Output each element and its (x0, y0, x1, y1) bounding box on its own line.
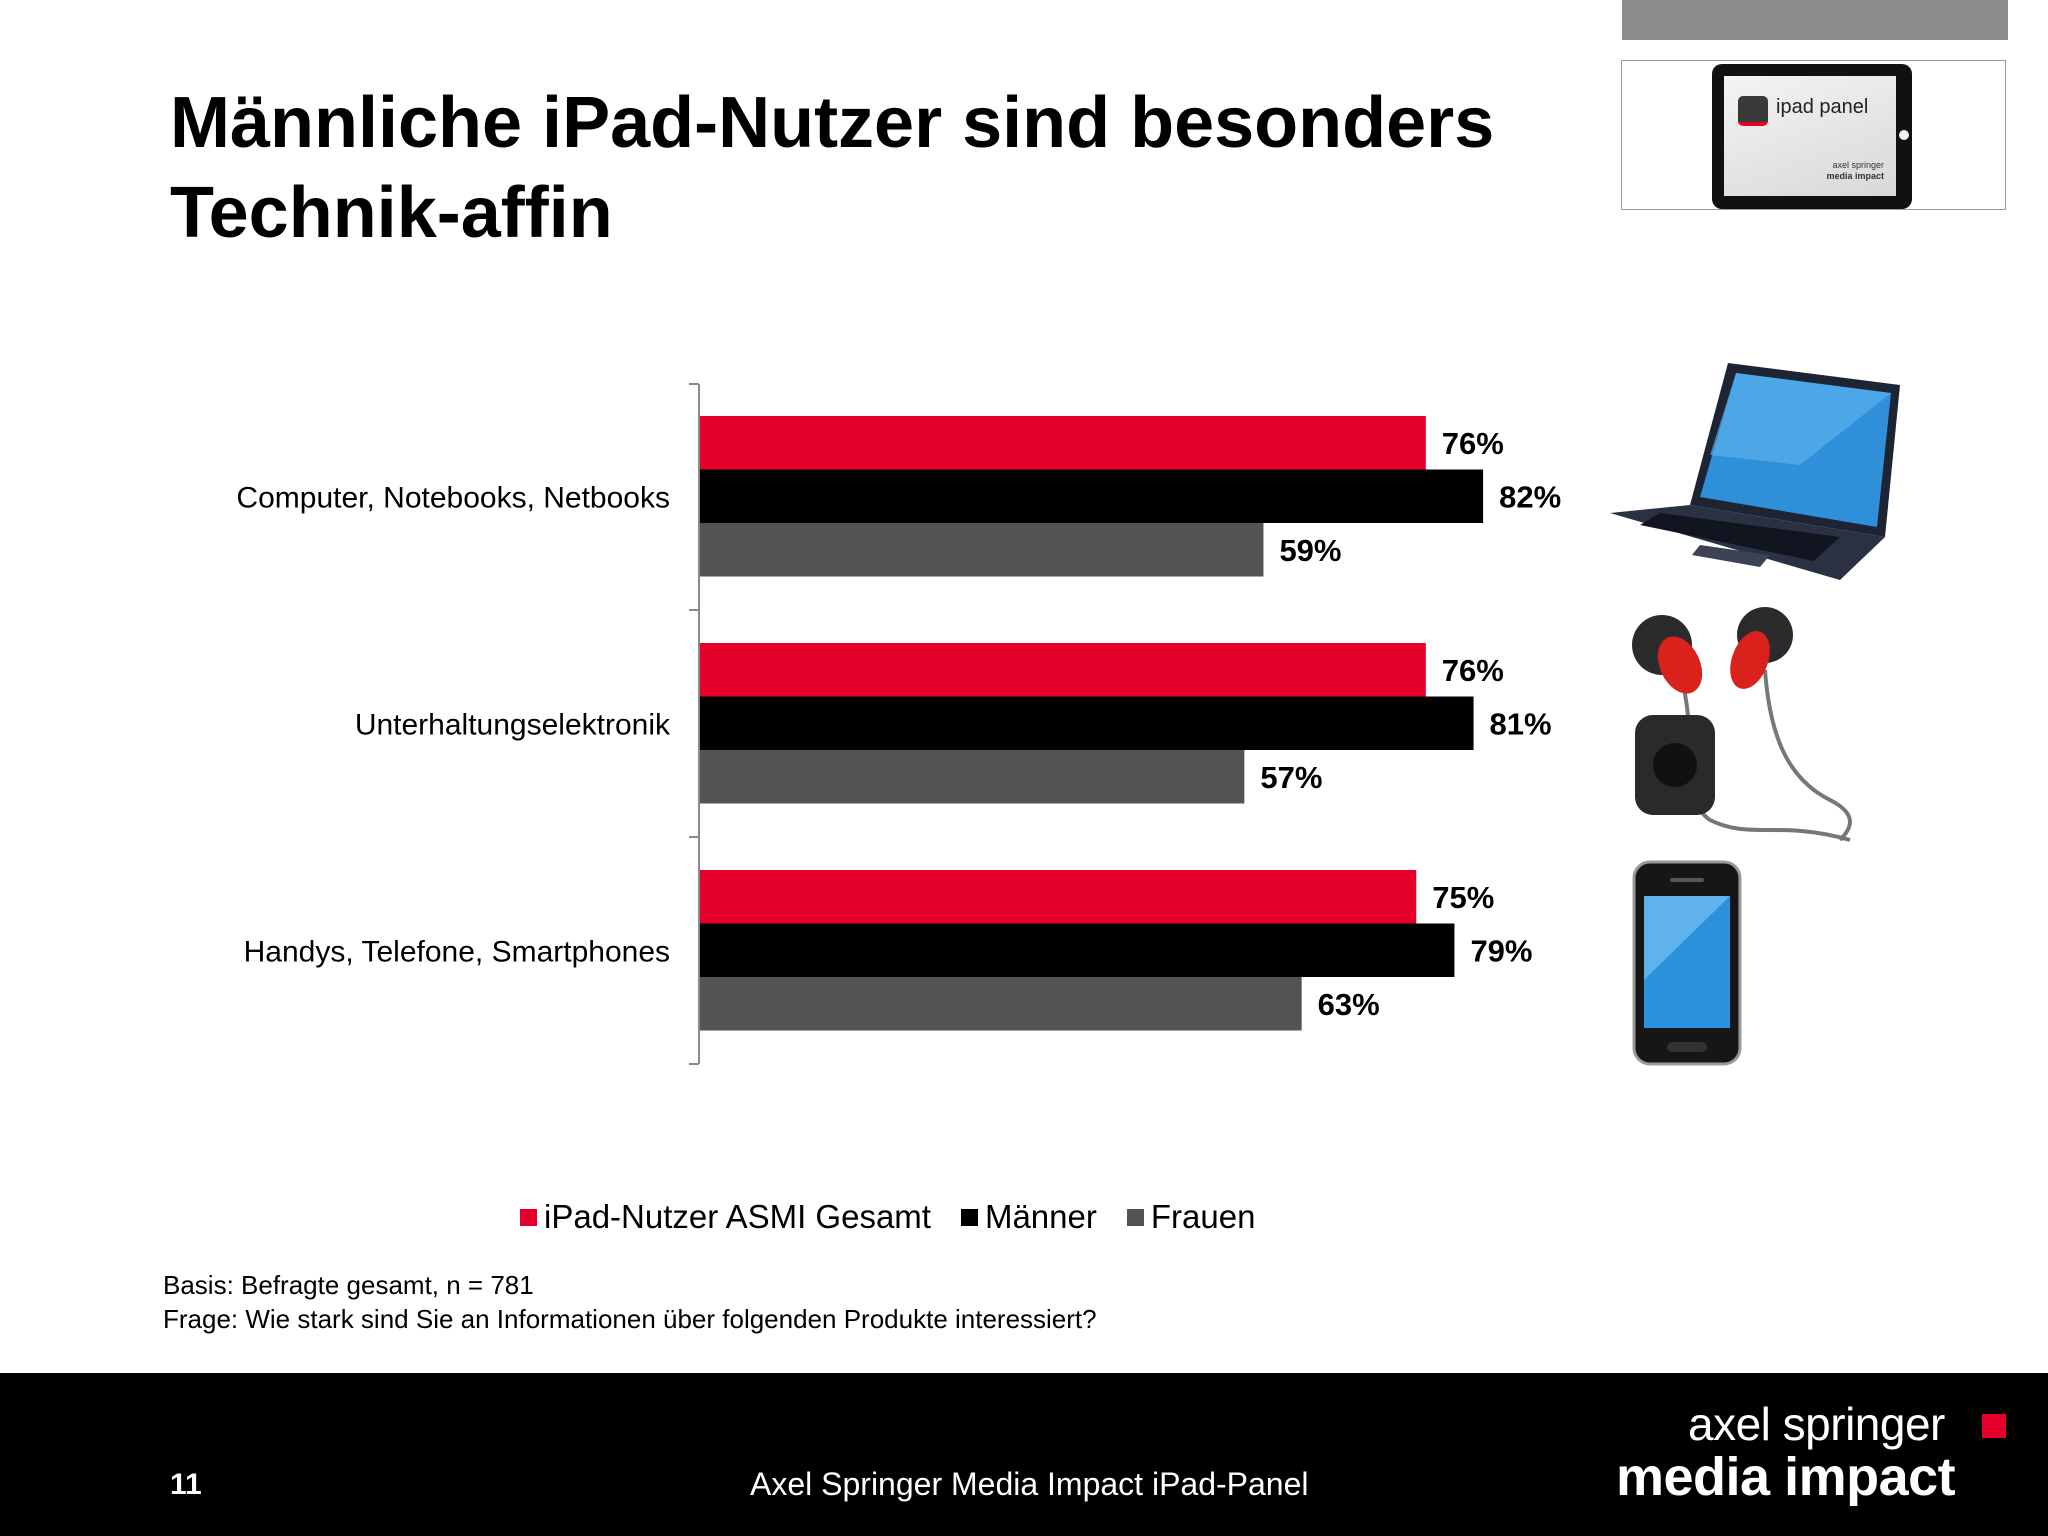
data-label: 81% (1490, 706, 1552, 741)
bar (700, 923, 1455, 977)
bar (700, 750, 1245, 804)
smartphone-icon (1632, 860, 1742, 1066)
brand-line-2: media impact (1616, 1447, 1956, 1507)
laptop-icon (1610, 363, 1900, 580)
legend-label-frauen: Frauen (1150, 1198, 1256, 1235)
brand-line-1: axel springer (1688, 1398, 1945, 1450)
legend: iPad-Nutzer ASMI Gesamt Männer Frauen (520, 1192, 1255, 1242)
footer-bar (0, 1373, 2048, 1536)
category-label: Unterhaltungselektronik (355, 708, 671, 741)
bar (700, 643, 1426, 697)
data-label: 75% (1432, 880, 1494, 915)
legend-label-gesamt: iPad-Nutzer ASMI Gesamt (544, 1198, 931, 1235)
ipad-brand-bottom: media impact (1826, 171, 1884, 181)
ipad-brand-small: axel springer media impact (1826, 160, 1884, 182)
ipad-panel-logo: ipad panel axel springer media impact (1621, 60, 2006, 210)
legend-item-maenner: Männer (960, 1198, 1097, 1236)
legend-label-maenner: Männer (984, 1198, 1097, 1235)
earphones-icon (1632, 607, 1852, 842)
legend-swatch-grey (1126, 1208, 1144, 1226)
data-label: 59% (1279, 533, 1341, 568)
bar (700, 977, 1302, 1031)
footnote: Basis: Befragte gesamt, n = 781 Frage: W… (163, 1268, 1097, 1336)
ipad-brand-top: axel springer (1832, 160, 1884, 170)
slide-title: Männliche iPad-Nutzer sind besonders Tec… (170, 83, 1495, 253)
data-label: 76% (1442, 426, 1504, 461)
data-label: 79% (1470, 933, 1532, 968)
bar (700, 870, 1417, 924)
bar (700, 523, 1264, 577)
data-label: 76% (1442, 653, 1504, 688)
top-grey-bar (1622, 0, 2008, 40)
ipad-screen: ipad panel axel springer media impact (1724, 76, 1896, 196)
data-label: 57% (1260, 760, 1322, 795)
page-number: 11 (170, 1468, 202, 1501)
footnote-frage: Frage: Wie stark sind Sie an Information… (163, 1304, 1097, 1334)
legend-item-gesamt: iPad-Nutzer ASMI Gesamt (520, 1198, 931, 1236)
ipad-home-button (1899, 130, 1909, 140)
category-label: Handys, Telefone, Smartphones (244, 935, 670, 968)
legend-swatch-red (520, 1208, 537, 1226)
bar (700, 696, 1474, 750)
ipad-frame: ipad panel axel springer media impact (1712, 64, 1912, 209)
legend-item-frauen: Frauen (1126, 1198, 1256, 1236)
legend-swatch-black (960, 1208, 978, 1226)
category-label: Computer, Notebooks, Netbooks (236, 481, 670, 514)
footnote-basis: Basis: Befragte gesamt, n = 781 (163, 1270, 534, 1300)
data-label: 63% (1318, 987, 1380, 1022)
data-label: 82% (1499, 479, 1561, 514)
ipad-panel-label: ipad panel (1776, 96, 1869, 118)
bar (700, 469, 1484, 523)
footer-text: Axel Springer Media Impact iPad-Panel (750, 1466, 1309, 1502)
brand-square (1982, 1414, 2006, 1438)
bar (700, 416, 1426, 470)
chat-bubble-icon (1738, 96, 1768, 126)
